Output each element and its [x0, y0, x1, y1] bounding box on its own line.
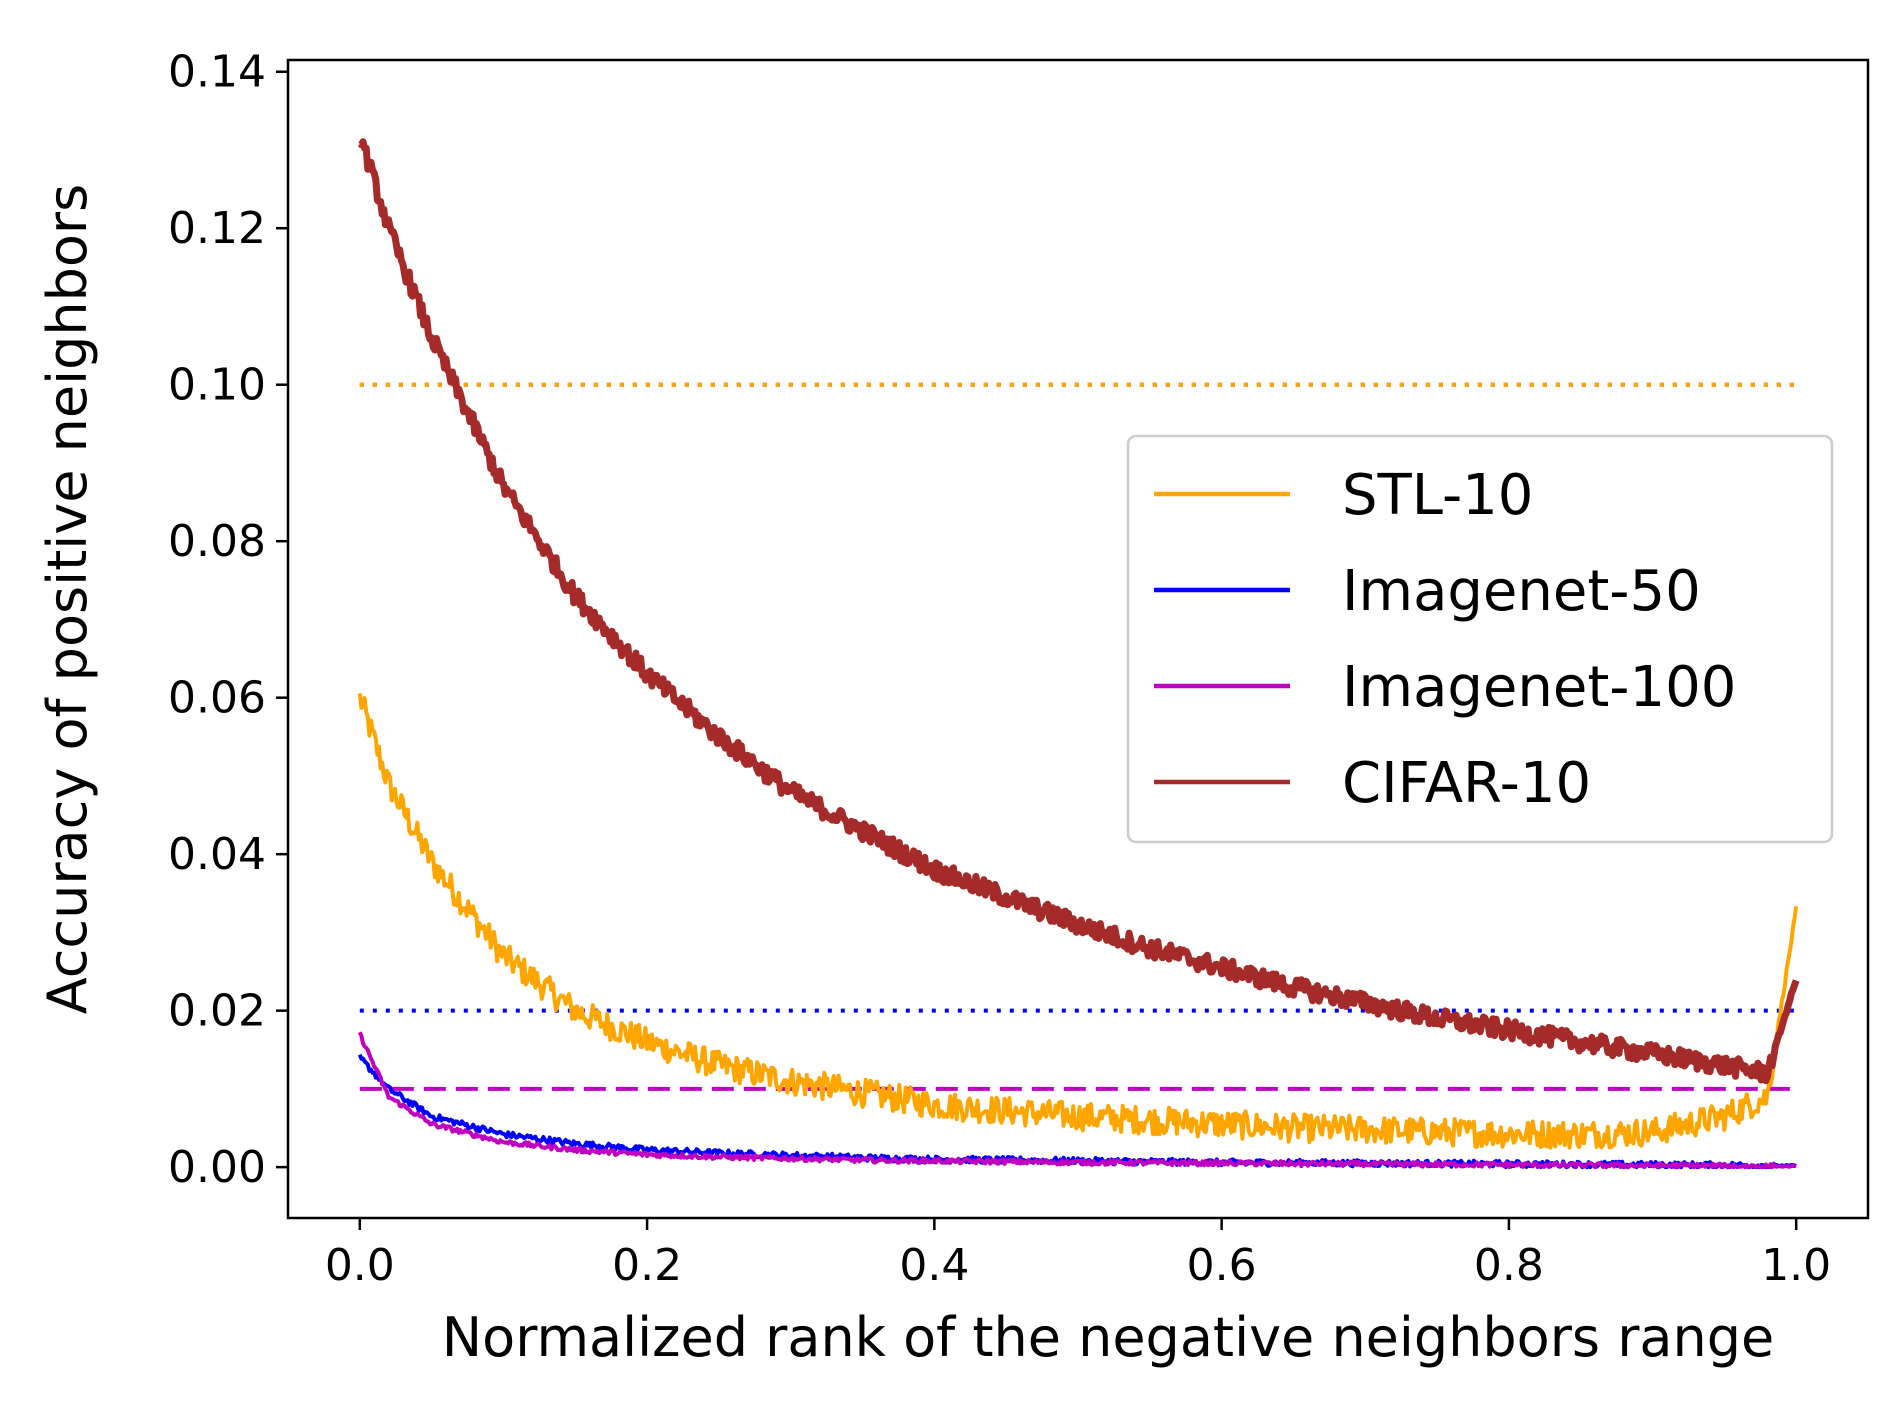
- x-tick-label: 0.2: [612, 1240, 682, 1291]
- y-tick-label: 0.08: [168, 516, 266, 567]
- y-tick-label: 0.12: [168, 203, 266, 254]
- series-lines: [357, 138, 1800, 1170]
- y-axis-ticks: 0.00 0.02 0.04 0.06 0.08 0.10 0.12 0.14: [168, 47, 288, 1193]
- x-tick-label: 1.0: [1761, 1240, 1831, 1291]
- y-tick-label: 0.06: [168, 673, 266, 724]
- series-line-cifar-10: [357, 138, 1800, 1085]
- x-axis-ticks: 0.0 0.2 0.4 0.6 0.8 1.0: [325, 1218, 1831, 1291]
- x-axis-label: Normalized rank of the negative neighbor…: [442, 1306, 1774, 1369]
- legend-label: Imagenet-50: [1342, 559, 1701, 624]
- reference-lines: [359, 382, 1797, 1091]
- y-tick-label: 0.04: [168, 829, 266, 880]
- y-tick-label: 0.14: [168, 47, 266, 98]
- legend-label: CIFAR-10: [1342, 751, 1591, 816]
- x-tick-label: 0.8: [1474, 1240, 1544, 1291]
- series-line-imagenet-100: [357, 1031, 1797, 1170]
- legend: STL-10 Imagenet-50 Imagenet-100 CIFAR-10: [1126, 434, 1834, 844]
- y-tick-label: 0.02: [168, 986, 266, 1037]
- x-tick-label: 0.0: [325, 1240, 395, 1291]
- legend-label: Imagenet-100: [1342, 655, 1736, 720]
- series-line-stl-10: [357, 693, 1799, 1150]
- y-axis-label: Accuracy of positive neighbors: [36, 184, 99, 1015]
- plot-frame: [286, 58, 1870, 1220]
- y-tick-label: 0.10: [168, 360, 266, 411]
- legend-box: [1126, 434, 1834, 844]
- legend-label: STL-10: [1342, 463, 1533, 528]
- x-tick-label: 0.4: [899, 1240, 969, 1291]
- x-tick-label: 0.6: [1187, 1240, 1257, 1291]
- y-tick-label: 0.00: [168, 1142, 266, 1193]
